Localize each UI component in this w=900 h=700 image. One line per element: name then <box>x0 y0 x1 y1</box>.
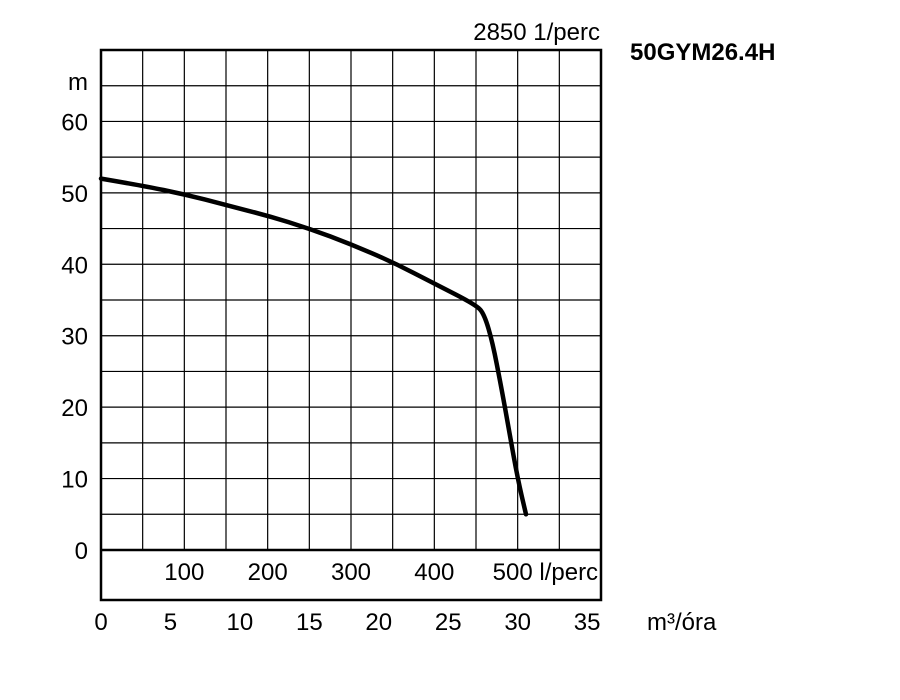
y-tick-label: 50 <box>61 181 88 208</box>
y-tick-label: 40 <box>61 252 88 279</box>
head-flow-curve <box>98 176 529 517</box>
plot-border <box>99 48 603 602</box>
x-secondary-tick-label: 35 <box>574 609 601 636</box>
x-secondary-unit-label: m³/óra <box>647 609 717 636</box>
plot-frame <box>99 48 603 602</box>
x-secondary-tick-label: 10 <box>227 609 254 636</box>
y-axis-unit-label: m <box>68 69 88 96</box>
x-secondary-tick-label: 25 <box>435 609 462 636</box>
x-secondary-tick-label: 5 <box>164 609 177 636</box>
x-primary-tick-label: 400 <box>414 559 454 586</box>
chart-title: 50GYM26.4H <box>630 39 775 66</box>
x-primary-tick-label: 300 <box>331 559 371 586</box>
y-tick-label: 30 <box>61 324 88 351</box>
x-secondary-tick-label: 15 <box>296 609 323 636</box>
labels: 2850 1/perc 50GYM26.4H m m³/óra 0 10 20 30 4… <box>61 19 775 636</box>
y-tick-label: 20 <box>61 395 88 422</box>
grid <box>101 50 601 550</box>
curve-layer <box>98 176 529 517</box>
speed-label: 2850 1/perc <box>473 19 600 46</box>
x-primary-tick-label: 500 l/perc <box>493 559 598 586</box>
x-secondary-tick-label: 20 <box>365 609 392 636</box>
y-tick-label: 60 <box>61 109 88 136</box>
x-secondary-tick-label: 30 <box>504 609 531 636</box>
x-secondary-tick-label: 0 <box>94 609 107 636</box>
x-primary-tick-label: 200 <box>248 559 288 586</box>
y-tick-label: 10 <box>61 467 88 494</box>
x-primary-tick-label: 100 <box>164 559 204 586</box>
y-tick-label: 0 <box>75 538 88 565</box>
